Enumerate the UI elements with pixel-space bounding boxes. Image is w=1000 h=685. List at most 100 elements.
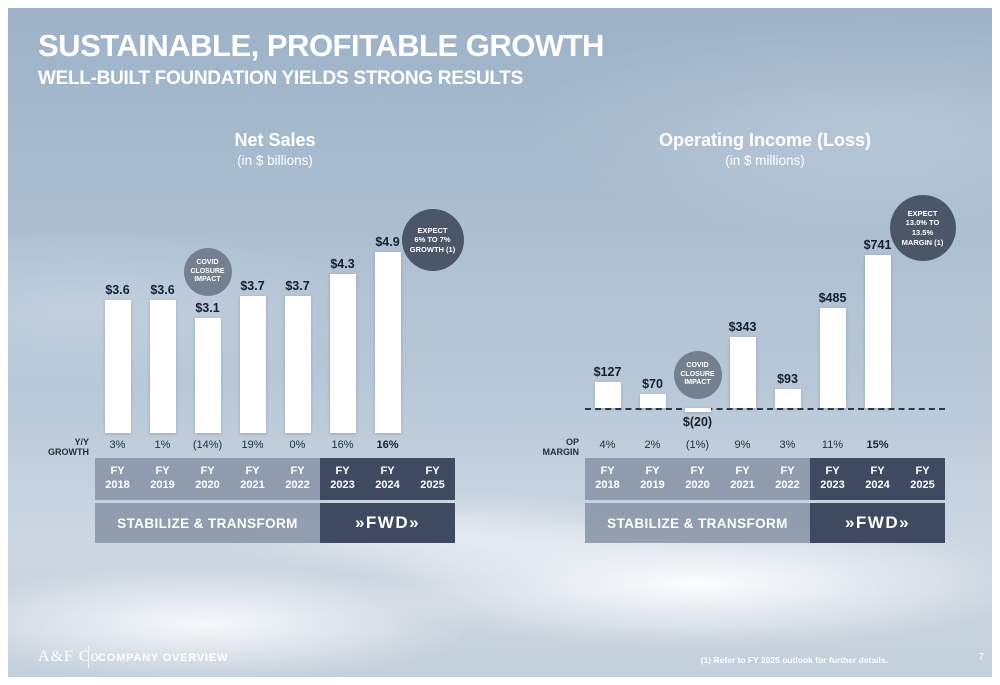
fiscal-year-label: FY 2020 [185, 458, 230, 500]
fiscal-year-label: FY 2022 [765, 458, 810, 500]
bar [684, 408, 711, 412]
metric-row: Y/Y GROWTH 3% 1% (14%) 19% 0% 16% 16% [45, 436, 455, 457]
metric-value: 15% [866, 439, 889, 451]
metric-value: 4% [599, 439, 616, 451]
annotation-text: MARGIN (1) [901, 237, 944, 247]
fiscal-year-label-line: FY [290, 465, 305, 477]
annotation-text: 13.5% [911, 228, 934, 237]
bar-value-label: $127 [593, 365, 622, 379]
fiscal-year-label-line: FY [200, 465, 215, 477]
fwd-band: »FWD» [810, 503, 945, 543]
stabilize-era-background [95, 458, 320, 500]
net-sales-chart: Net Sales (in $ billions) $3.6 $3.6 $3.1 $3… [45, 130, 464, 550]
bar-value-label: $485 [818, 291, 847, 305]
slide-header: SUSTAINABLE, PROFITABLE GROWTH WELL-BUIL… [38, 28, 604, 90]
fiscal-year-label: FY 2020 [675, 458, 720, 500]
metric-row: OP MARGIN 4% 2% (1%) 9% 3% 11% 15% [535, 436, 945, 457]
bar-value-label: $741 [863, 238, 892, 252]
fiscal-year-label-line: FY [335, 465, 350, 477]
fiscal-year-label: FY 2018 [95, 458, 140, 500]
covid-annotation: COVID CLOSURE IMPACT [183, 248, 232, 296]
fiscal-year-label: FY 2019 [630, 458, 675, 500]
fiscal-year-label-line: FY [690, 465, 705, 477]
slide-subtitle: WELL-BUILT FOUNDATION YIELDS STRONG RESU… [38, 68, 523, 89]
fiscal-year-label-line: 2020 [685, 479, 710, 491]
metric-value: 2% [644, 439, 661, 451]
metric-value: (1%) [685, 439, 710, 451]
stabilize-transform-band: STABILIZE & TRANSFORM [95, 503, 320, 543]
annotation-text: IMPACT [684, 379, 711, 387]
fiscal-year-label-line: 2023 [330, 479, 355, 491]
annotation-text: GROWTH (1) [409, 244, 456, 254]
bar [774, 389, 801, 408]
plot-area: $3.6 $3.6 $3.1 $3.7 $3.7 $4.3 $4.9 COVID CLOSURE… [45, 185, 464, 435]
annotation-text: IMPACT [194, 276, 221, 284]
bar-value-label: $(20) [682, 415, 713, 429]
footnote: (1) Refer to FY 2025 outlook for further… [700, 655, 888, 665]
expect-annotation: EXPECT 6% TO 7% GROWTH (1) [401, 209, 464, 271]
fiscal-year-label-line: FY [155, 465, 170, 477]
bar-value-label: $3.7 [285, 279, 310, 293]
metric-value [900, 436, 945, 456]
fiscal-year-label-line: 2019 [640, 479, 665, 491]
fiscal-year-label-line: 2018 [595, 479, 620, 491]
fiscal-year-label-line: FY [870, 465, 885, 477]
stabilize-era-background [585, 458, 810, 500]
fwd-band: »FWD» [320, 503, 455, 543]
fiscal-year-label: FY 2024 [855, 458, 900, 500]
chart-title: Operating Income (Loss) [658, 130, 872, 150]
bar [149, 300, 176, 433]
chart-subtitle: (in $ millions) [725, 153, 805, 168]
metric-value: 0% [289, 439, 306, 451]
fiscal-year-label-line: FY [825, 465, 840, 477]
fiscal-year-label-line: FY [380, 465, 395, 477]
fiscal-year-label-line: 2025 [420, 479, 445, 491]
bar-value-label: $4.9 [375, 235, 400, 249]
fiscal-year-axis: FY 2018 FY 2019 FY 2020 FY 2021 FY 2022 FY 2023 FY 20… [535, 458, 945, 500]
era-band: STABILIZE & TRANSFORM »FWD» [535, 503, 945, 543]
metric-value: 3% [109, 439, 126, 451]
fiscal-year-label: FY 2024 [365, 458, 410, 500]
fiscal-year-label-line: 2024 [375, 479, 400, 491]
bar-value-label: $3.1 [195, 301, 220, 315]
zero-axis-line [585, 408, 945, 410]
metric-value: 9% [734, 439, 751, 451]
chart-head: Net Sales (in $ billions) [95, 130, 455, 168]
bar [194, 318, 221, 433]
fiscal-year-label-line: FY [110, 465, 125, 477]
bar [864, 255, 891, 408]
chart-title: Net Sales [234, 130, 316, 150]
bar [374, 252, 401, 433]
bar [104, 300, 131, 433]
bar-value-label: $3.6 [105, 283, 130, 297]
metric-row-label-line: MARGIN [542, 447, 580, 457]
bar [239, 296, 266, 433]
fiscal-year-label-line: FY [600, 465, 615, 477]
metric-value: (14%) [192, 439, 223, 451]
fiscal-year-label-line: 2018 [105, 479, 130, 491]
covid-annotation: COVID CLOSURE IMPACT [673, 351, 722, 399]
fiscal-year-label-line: 2020 [195, 479, 220, 491]
annotation-text: CLOSURE [190, 267, 225, 275]
fiscal-year-label: FY 2025 [410, 458, 455, 500]
metric-value: 16% [376, 439, 399, 451]
annotation-text: EXPECT [417, 225, 448, 235]
metric-row-label: OP MARGIN [535, 436, 585, 457]
bar [729, 337, 756, 408]
bar [594, 382, 621, 408]
fiscal-year-label-line: 2024 [865, 479, 890, 491]
annotation-text: EXPECT [907, 208, 938, 218]
metric-row-label: Y/Y GROWTH [45, 436, 95, 457]
fiscal-year-label-line: FY [645, 465, 660, 477]
bar-value-label: $4.3 [330, 257, 355, 271]
fiscal-year-label: FY 2023 [320, 458, 365, 500]
stabilize-transform-band: STABILIZE & TRANSFORM [585, 503, 810, 543]
fiscal-year-label: FY 2021 [720, 458, 765, 500]
metric-row-label-line: GROWTH [48, 447, 89, 457]
expect-annotation: EXPECT 13.0% TO 13.5% MARGIN (1) [889, 195, 956, 261]
fiscal-year-label-line: 2019 [150, 479, 175, 491]
bar [819, 308, 846, 408]
annotation-text: COVID [686, 362, 709, 370]
bar [639, 394, 666, 408]
bar-value-label: $343 [728, 320, 757, 334]
